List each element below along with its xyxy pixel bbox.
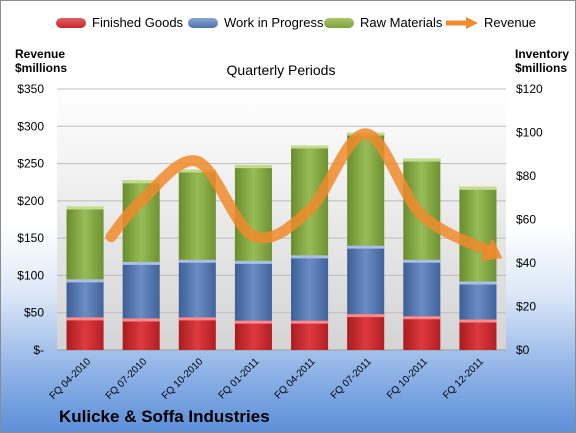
bar-segment [403, 259, 441, 317]
bar-segment [403, 316, 441, 350]
legend-label: Finished Goods [92, 15, 184, 30]
left-axis-tick-label: $300 [17, 119, 44, 133]
right-axis-tick-label: $60 [516, 213, 536, 227]
raw-materials-swatch [324, 17, 354, 28]
legend-label: Raw Materials [360, 15, 443, 30]
left-axis-title-line-2: $millions [15, 61, 68, 75]
plot-title: Quarterly Periods [226, 62, 336, 78]
x-axis-tick-label: FQ 10-2010 [160, 356, 206, 402]
bar-segment [403, 158, 441, 260]
bar-segment [347, 314, 385, 350]
revenue-point [365, 133, 367, 135]
left-axis-title-line-1: Revenue [15, 47, 66, 61]
x-axis-tick-label: FQ 10-2011 [385, 356, 430, 401]
left-axis-tick-label: $- [33, 343, 44, 357]
bar-segment [178, 259, 216, 318]
left-axis-tick-label: $50 [24, 306, 44, 320]
revenue-point [110, 236, 112, 238]
x-axis-tick-label: FQ 12-2011 [441, 356, 486, 401]
bar-segment [66, 206, 104, 280]
right-axis-title-line-1: Inventory [515, 47, 570, 61]
right-axis-tick-label: $20 [516, 300, 536, 314]
left-axis-tick-label: $100 [17, 268, 44, 282]
right-axis-title-line-2: $millions [515, 61, 568, 75]
bar-segment [66, 279, 104, 318]
chart-legend: Finished Goods Work in Progress Raw Mate… [1, 15, 575, 35]
bar-segment [122, 180, 160, 262]
legend-work-in-progress: Work in Progress [188, 15, 323, 30]
legend-label: Revenue [484, 15, 537, 30]
bar-segment [234, 320, 272, 350]
revenue-line [105, 128, 503, 262]
bar-segment [459, 186, 497, 282]
left-axis-title: Revenue $millions [15, 47, 67, 75]
revenue-line-path [105, 128, 496, 258]
bar-segment [291, 320, 329, 350]
legend-finished-goods: Finished Goods [56, 15, 183, 30]
legend-revenue: Revenue [444, 15, 536, 30]
finished-goods-swatch [56, 17, 86, 28]
right-axis-tick-label: $120 [516, 82, 543, 96]
grid-lines [57, 88, 506, 351]
bar-segment [234, 260, 272, 321]
left-axis-tick-label: $150 [17, 231, 44, 245]
bar-segment [178, 169, 216, 260]
revenue-arrowhead [480, 238, 503, 262]
bar-stacks [66, 132, 497, 350]
bar-segment [122, 261, 160, 319]
revenue-point [196, 160, 198, 162]
plot-area [57, 89, 506, 350]
x-axis-tick-label: FQ 07-2011 [329, 356, 374, 401]
x-axis-ticks: FQ 04-2010 FQ 07-2010 FQ 10-2010 FQ 01-2011… [48, 356, 487, 402]
bar-segment [122, 318, 160, 350]
left-axis-ticks: $- $50 $100 $150 $200 $250 $300 $350 [17, 82, 44, 357]
x-axis-tick-label: FQ 04-2011 [273, 356, 318, 401]
bar-segment [66, 317, 104, 350]
legend-raw-materials: Raw Materials [324, 15, 442, 30]
bar-segment [459, 281, 497, 320]
left-axis-tick-label: $250 [17, 157, 44, 171]
bar-segment [291, 145, 329, 256]
revenue-point [421, 214, 423, 216]
company-name: Kulicke & Soffa Industries [59, 407, 270, 426]
work-in-progress-swatch [188, 17, 218, 28]
x-axis-tick-label: FQ 04-2010 [48, 356, 94, 402]
bar-segment [234, 165, 272, 261]
bar-segment [291, 255, 329, 321]
x-axis-tick-label: FQ 07-2010 [104, 356, 150, 402]
bar-segment [459, 319, 497, 350]
bar-segment [347, 132, 385, 246]
right-axis-ticks: $0 $20 $40 $60 $80 $100 $120 [516, 82, 543, 357]
bar-segment [347, 245, 385, 315]
legend-label: Work in Progress [224, 15, 324, 30]
revenue-point [252, 235, 254, 237]
revenue-point [489, 251, 491, 253]
bar-segment [178, 317, 216, 350]
revenue-arrow-swatch [446, 16, 478, 29]
revenue-point [140, 200, 142, 202]
left-axis-tick-label: $200 [17, 194, 44, 208]
x-axis-tick-label: FQ 01-2011 [217, 356, 262, 401]
right-axis-tick-label: $40 [516, 256, 536, 270]
right-axis-tick-label: $80 [516, 169, 536, 183]
right-axis-tick-label: $100 [516, 126, 543, 140]
revenue-point [309, 209, 311, 211]
left-axis-tick-label: $350 [17, 82, 44, 96]
right-axis-tick-label: $0 [516, 343, 530, 357]
right-axis-title: Inventory $millions [515, 47, 569, 75]
